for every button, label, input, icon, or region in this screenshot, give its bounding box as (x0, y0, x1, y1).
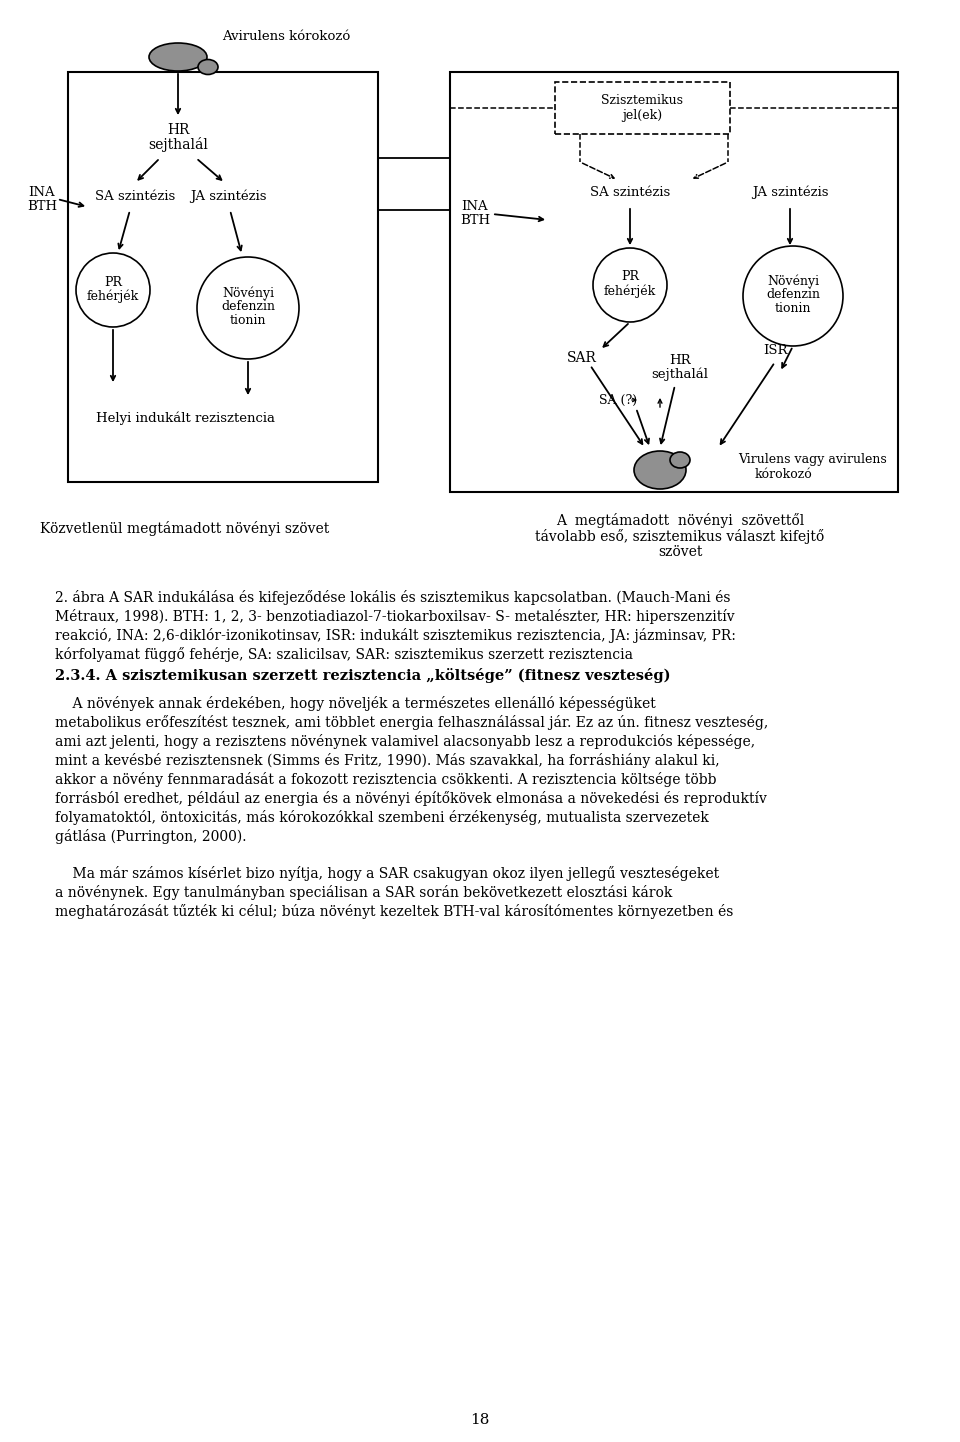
Ellipse shape (149, 43, 207, 71)
Text: mint a kevésbé rezisztensnek (Simms és Fritz, 1990). Más szavakkal, ha forráshiá: mint a kevésbé rezisztensnek (Simms és F… (55, 753, 720, 769)
Text: Métraux, 1998). BTH: 1, 2, 3- benzotiadiazol-7-tiokarboxilsav- S- metalészter, H: Métraux, 1998). BTH: 1, 2, 3- benzotiadi… (55, 609, 734, 624)
Text: jel(ek): jel(ek) (622, 110, 662, 123)
Text: BTH: BTH (27, 199, 57, 212)
Circle shape (76, 252, 150, 327)
Text: Avirulens kórokozó: Avirulens kórokozó (222, 30, 350, 43)
Text: Virulens vagy avirulens: Virulens vagy avirulens (738, 453, 887, 467)
Text: BTH: BTH (460, 215, 490, 228)
Text: metabolikus erőfeszítést tesznek, ami többlet energia felhasználással jár. Ez az: metabolikus erőfeszítést tesznek, ami tö… (55, 715, 768, 730)
Text: tionin: tionin (229, 314, 266, 327)
Text: A növények annak érdekében, hogy növeljék a természetes ellenálló képességüket: A növények annak érdekében, hogy növeljé… (55, 696, 656, 711)
Text: reakció, INA: 2,6-diklór-izonikotinsav, ISR: indukált szisztemikus rezisztencia,: reakció, INA: 2,6-diklór-izonikotinsav, … (55, 629, 736, 643)
Text: 2. ábra A SAR indukálása és kifejeződése lokális és szisztemikus kapcsolatban. (: 2. ábra A SAR indukálása és kifejeződése… (55, 590, 731, 606)
Text: a növénynek. Egy tanulmányban speciálisan a SAR során bekövetkezett elosztási ká: a növénynek. Egy tanulmányban speciálisa… (55, 885, 672, 900)
Text: gátlása (Purrington, 2000).: gátlása (Purrington, 2000). (55, 829, 247, 844)
Text: akkor a növény fennmaradását a fokozott rezisztencia csökkenti. A rezisztencia k: akkor a növény fennmaradását a fokozott … (55, 771, 716, 787)
Text: HR: HR (167, 123, 189, 137)
Text: PR: PR (104, 275, 122, 288)
Text: távolabb eső, szisztemikus választ kifejtő: távolabb eső, szisztemikus választ kifej… (536, 529, 825, 544)
Text: tionin: tionin (775, 303, 811, 316)
Text: INA: INA (29, 186, 56, 199)
Text: sejthalál: sejthalál (148, 137, 208, 153)
Text: forrásból eredhet, például az energia és a növényi építőkövek elmonása a növeked: forrásból eredhet, például az energia és… (55, 792, 767, 806)
Ellipse shape (198, 59, 218, 75)
Text: Szisztemikus: Szisztemikus (601, 94, 683, 107)
Text: defenzin: defenzin (221, 300, 275, 313)
Text: kórokozó: kórokozó (755, 467, 813, 480)
Ellipse shape (634, 451, 686, 489)
Circle shape (593, 248, 667, 322)
Text: ISR: ISR (763, 343, 787, 356)
Text: 2.3.4. A szisztemikusan szerzett rezisztencia „költsége” (fitnesz veszteség): 2.3.4. A szisztemikusan szerzett reziszt… (55, 668, 670, 684)
Text: szövet: szövet (658, 545, 702, 559)
Text: Növényi: Növényi (222, 287, 274, 300)
Text: JA szintézis: JA szintézis (190, 189, 266, 203)
Bar (555, 82, 730, 134)
Text: SAR: SAR (567, 350, 597, 365)
Text: folyamatoktól, öntoxicitás, más kórokozókkal szembeni érzékenység, mutualista sz: folyamatoktól, öntoxicitás, más kórokozó… (55, 810, 708, 825)
Text: Közvetlenül megtámadott növényi szövet: Közvetlenül megtámadott növényi szövet (40, 521, 329, 535)
Text: INA: INA (462, 200, 489, 213)
Text: Helyi indukált rezisztencia: Helyi indukált rezisztencia (95, 411, 275, 425)
Text: defenzin: defenzin (766, 288, 820, 301)
Text: fehérjék: fehérjék (86, 290, 139, 303)
Text: PR: PR (621, 271, 639, 284)
Text: JA szintézis: JA szintézis (752, 185, 828, 199)
Text: ami azt jelenti, hogy a rezisztens növénynek valamivel alacsonyabb lesz a reprod: ami azt jelenti, hogy a rezisztens növén… (55, 734, 756, 748)
Circle shape (197, 257, 299, 359)
Bar (68, 72, 378, 482)
Text: SA szintézis: SA szintézis (95, 189, 175, 202)
Text: Ma már számos kísérlet bizo nyítja, hogy a SAR csakugyan okoz ilyen jellegű vesz: Ma már számos kísérlet bizo nyítja, hogy… (55, 867, 719, 881)
Text: kórfolyamat függő fehérje, SA: szalicilsav, SAR: szisztemikus szerzett reziszten: kórfolyamat függő fehérje, SA: szalicils… (55, 647, 633, 662)
Text: A  megtámadott  növényi  szövettől: A megtámadott növényi szövettől (556, 512, 804, 528)
Text: SA (?): SA (?) (599, 394, 637, 407)
Text: meghatározását tűzték ki célul; búza növényt kezeltek BTH-val károsítómentes kör: meghatározását tűzték ki célul; búza növ… (55, 904, 733, 919)
Text: fehérjék: fehérjék (604, 284, 656, 297)
Text: sejthalál: sejthalál (652, 368, 708, 381)
Text: HR: HR (669, 353, 691, 366)
Text: SA szintézis: SA szintézis (589, 186, 670, 199)
Bar (450, 72, 898, 492)
Ellipse shape (670, 451, 690, 469)
Text: Növényi: Növényi (767, 274, 819, 288)
Circle shape (743, 247, 843, 346)
Text: 18: 18 (470, 1413, 490, 1428)
